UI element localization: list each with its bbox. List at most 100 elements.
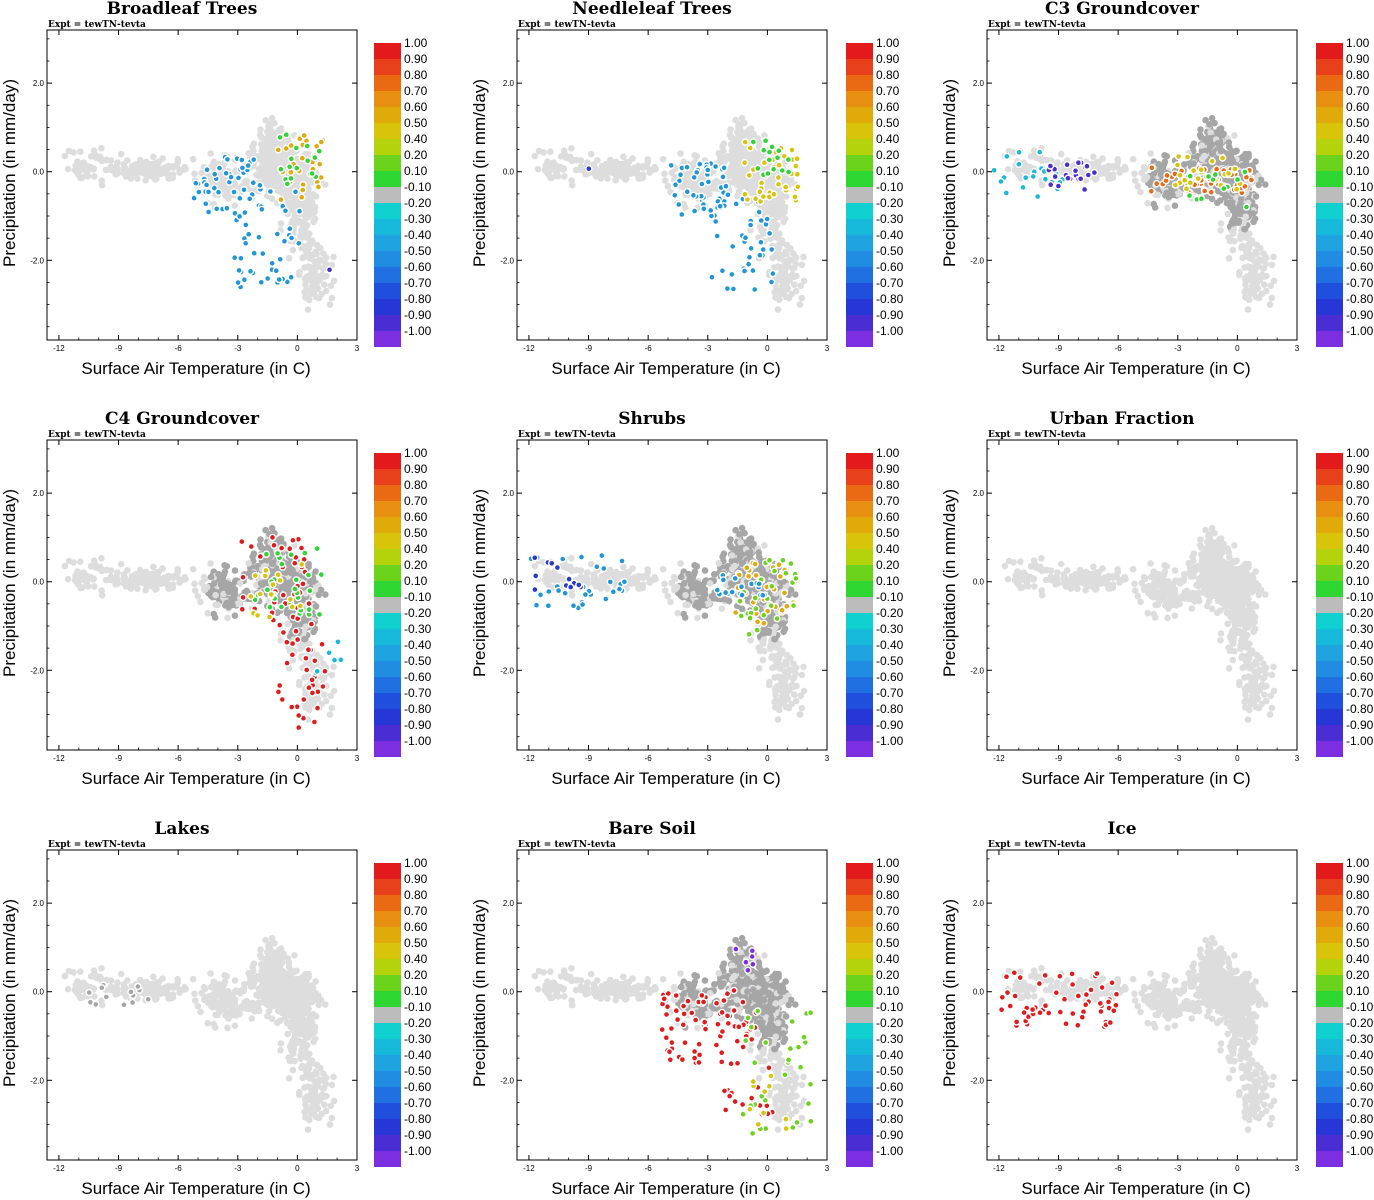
x-axis-label: Surface Air Temperature (in C) [1021, 359, 1250, 378]
highlight-point [1220, 184, 1228, 193]
background-point [1211, 119, 1218, 127]
highlight-point [713, 232, 721, 240]
background-point [307, 700, 315, 708]
background-point [1254, 260, 1261, 267]
colorbar-label: 0.50 [1346, 116, 1370, 130]
highlight-point [768, 245, 776, 254]
highlight-point [236, 194, 244, 203]
y-tick-label: -2.0 [30, 256, 44, 265]
background-point [163, 579, 170, 586]
background-point [308, 277, 315, 284]
background-point [1225, 234, 1232, 241]
background-point [1252, 193, 1260, 200]
highlight-point [287, 273, 295, 281]
background-point [61, 562, 69, 570]
colorbar-label: 0.40 [404, 132, 428, 146]
background-point [313, 651, 321, 659]
colorbar-label: -0.30 [876, 212, 904, 226]
background-point [1155, 160, 1162, 168]
background-point [124, 157, 131, 164]
highlight-point [275, 275, 283, 284]
background-point [261, 557, 269, 565]
background-point [225, 193, 232, 201]
x-tick-label: 0 [1235, 344, 1240, 353]
highlight-point [1015, 160, 1023, 168]
background-point [1201, 152, 1208, 160]
background-point [1114, 159, 1122, 166]
colorbar-segment [1316, 123, 1343, 139]
background-point [573, 156, 581, 164]
background-point [781, 176, 789, 183]
highlight-point [244, 230, 253, 238]
highlight-point [741, 190, 749, 198]
background-point [301, 275, 309, 282]
background-point [268, 524, 276, 532]
colorbar-label: -0.60 [404, 260, 432, 274]
colorbar-segment [846, 123, 873, 139]
background-point [1190, 140, 1198, 147]
highlight-point [239, 573, 247, 581]
background-point [778, 283, 786, 291]
highlight-point [745, 171, 753, 180]
highlight-point [314, 183, 323, 191]
background-point [1166, 188, 1174, 196]
background-point [273, 565, 281, 573]
colorbar-label: 0.90 [404, 52, 428, 66]
colorbar-segment [846, 187, 873, 203]
highlight-point [1054, 182, 1063, 190]
background-point [1246, 296, 1253, 304]
y-tick-label: -2.0 [500, 256, 514, 265]
background-point [84, 173, 92, 180]
colorbar-segment [846, 267, 873, 283]
highlight-point [256, 552, 264, 561]
background-point [661, 177, 669, 184]
highlight-point [759, 245, 767, 254]
highlight-point [311, 153, 319, 162]
background-point [311, 586, 319, 593]
background-point [736, 143, 744, 151]
background-point [1154, 191, 1162, 199]
background-point [1249, 210, 1257, 217]
y-tick-label: 2.0 [33, 79, 45, 88]
background-point [326, 711, 334, 718]
background-point [262, 116, 269, 124]
background-point [1251, 215, 1259, 223]
colorbar-label: -0.20 [876, 196, 904, 210]
background-point [90, 147, 98, 154]
background-point [220, 180, 227, 188]
colorbar-segment [1316, 203, 1343, 219]
highlight-point [793, 170, 802, 179]
panel-title: C3 Groundcover [1045, 0, 1200, 19]
highlight-point [272, 267, 280, 275]
x-tick-label: -3 [704, 344, 712, 353]
background-point [1239, 162, 1246, 169]
colorbar-label: -0.30 [1346, 212, 1374, 226]
background-point [266, 121, 273, 128]
background-point [715, 150, 722, 157]
background-point [627, 170, 635, 177]
background-point [307, 578, 314, 585]
highlight-point [765, 229, 774, 238]
background-point [1245, 150, 1252, 158]
background-point [77, 558, 84, 565]
highlight-point [1204, 172, 1213, 181]
highlight-point [746, 221, 755, 229]
background-point [98, 145, 105, 152]
background-point [330, 277, 338, 285]
background-point [327, 692, 335, 700]
background-point [1165, 193, 1172, 201]
highlight-point [250, 249, 258, 257]
colorbar-segment [1316, 187, 1343, 203]
background-point [103, 566, 111, 574]
colorbar-segment [1316, 299, 1343, 315]
highlight-point [1200, 187, 1209, 195]
highlight-point [792, 162, 800, 170]
background-point [1225, 139, 1233, 146]
background-point [1236, 268, 1243, 276]
background-point [1258, 271, 1266, 279]
colorbar-segment [374, 315, 401, 331]
highlight-point [1183, 153, 1192, 161]
background-point [289, 656, 297, 664]
background-point [312, 193, 320, 200]
background-point [617, 160, 624, 168]
